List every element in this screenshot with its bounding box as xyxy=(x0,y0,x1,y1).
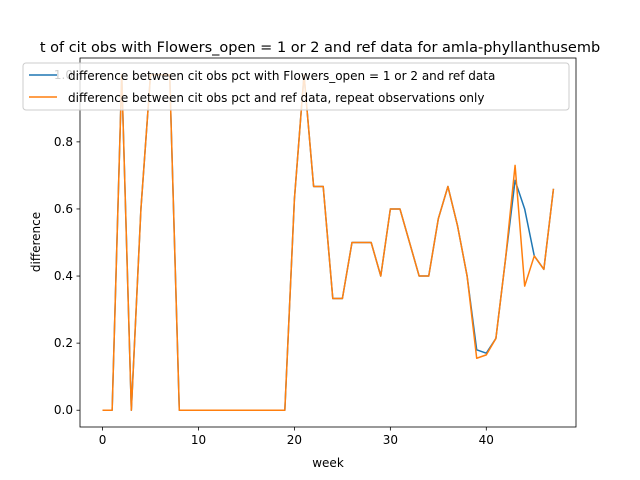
chart-title: t of cit obs with Flowers_open = 1 or 2 … xyxy=(40,40,600,56)
x-tick-label: 10 xyxy=(191,433,206,447)
y-tick-label: 0.0 xyxy=(54,403,73,417)
series-lines xyxy=(102,74,555,411)
x-tick-label: 0 xyxy=(99,433,107,447)
y-tick-label: 0.2 xyxy=(54,336,73,350)
x-tick-label: 20 xyxy=(287,433,302,447)
x-axis-label: week xyxy=(312,456,344,470)
x-tick-label: 30 xyxy=(383,433,398,447)
x-tick-label: 40 xyxy=(479,433,494,447)
series-line-2 xyxy=(102,74,555,411)
y-tick-label: 0.4 xyxy=(54,269,73,283)
y-tick-label: 0.8 xyxy=(54,135,73,149)
legend-box xyxy=(22,62,570,111)
y-tick-label: 0.6 xyxy=(54,202,73,216)
legend-label-series-1: difference between cit obs pct with Flow… xyxy=(68,69,495,83)
legend-label-series-2: difference between cit obs pct and ref d… xyxy=(68,91,484,105)
legend: difference between cit obs pct with Flow… xyxy=(22,62,570,111)
y-axis-label: difference xyxy=(29,212,43,272)
axes-frame xyxy=(79,57,577,428)
